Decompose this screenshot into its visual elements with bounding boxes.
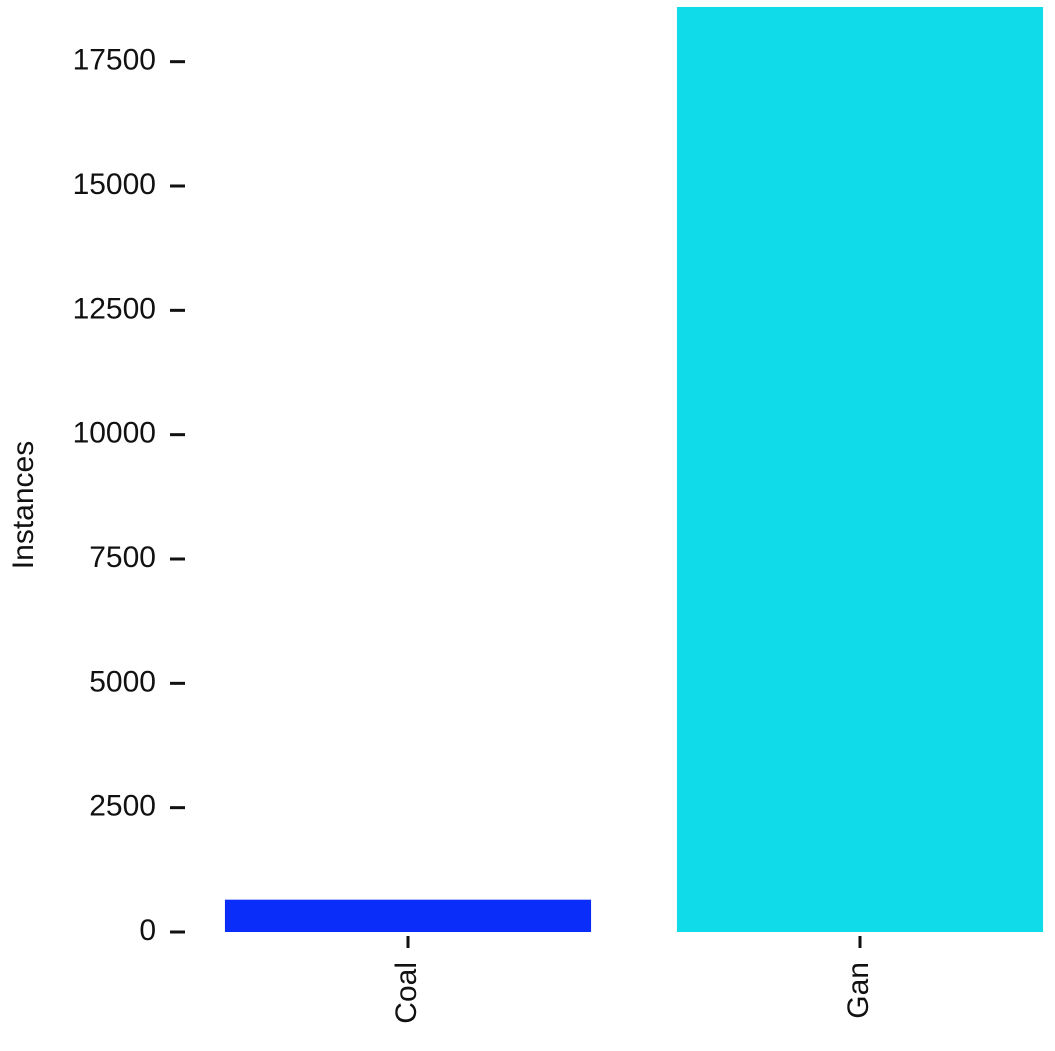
y-tick-label: 10000 (73, 417, 156, 450)
bar (676, 6, 1044, 932)
y-tick-label: 15000 (73, 168, 156, 201)
bar (224, 899, 592, 932)
y-tick-label: 7500 (89, 541, 156, 574)
y-tick-label: 2500 (89, 790, 156, 823)
x-tick-label: Gan (842, 962, 875, 1019)
y-tick-label: 5000 (89, 665, 156, 698)
y-axis-label: Instances (7, 441, 40, 569)
x-tick-label: Coal (390, 962, 423, 1024)
y-tick-label: 17500 (73, 44, 156, 77)
y-tick-label: 12500 (73, 292, 156, 325)
y-tick-label: 0 (139, 914, 156, 947)
